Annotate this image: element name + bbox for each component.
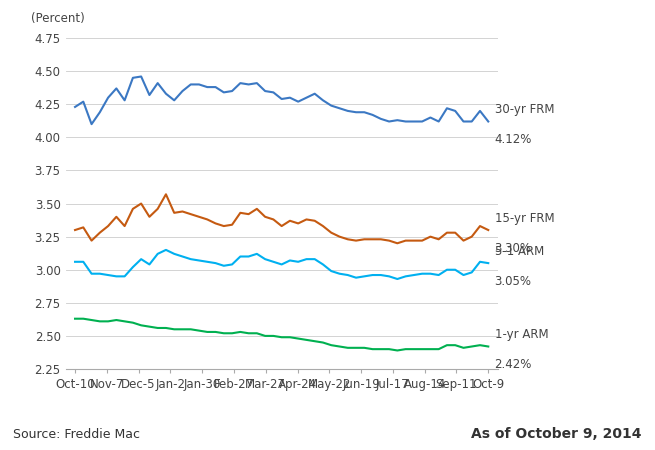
Text: 5-1 ARM: 5-1 ARM — [495, 245, 544, 258]
Text: 30-yr FRM: 30-yr FRM — [495, 103, 554, 116]
Text: 2.42%: 2.42% — [495, 358, 532, 371]
Text: 3.05%: 3.05% — [495, 275, 532, 288]
Text: Source: Freddie Mac: Source: Freddie Mac — [13, 428, 140, 441]
Text: As of October 9, 2014: As of October 9, 2014 — [472, 427, 642, 441]
Text: (Percent): (Percent) — [31, 12, 84, 25]
Text: 1-yr ARM: 1-yr ARM — [495, 328, 548, 341]
Text: 3.30%: 3.30% — [495, 242, 532, 255]
Text: 15-yr FRM: 15-yr FRM — [495, 212, 554, 225]
Text: 4.12%: 4.12% — [495, 133, 532, 146]
